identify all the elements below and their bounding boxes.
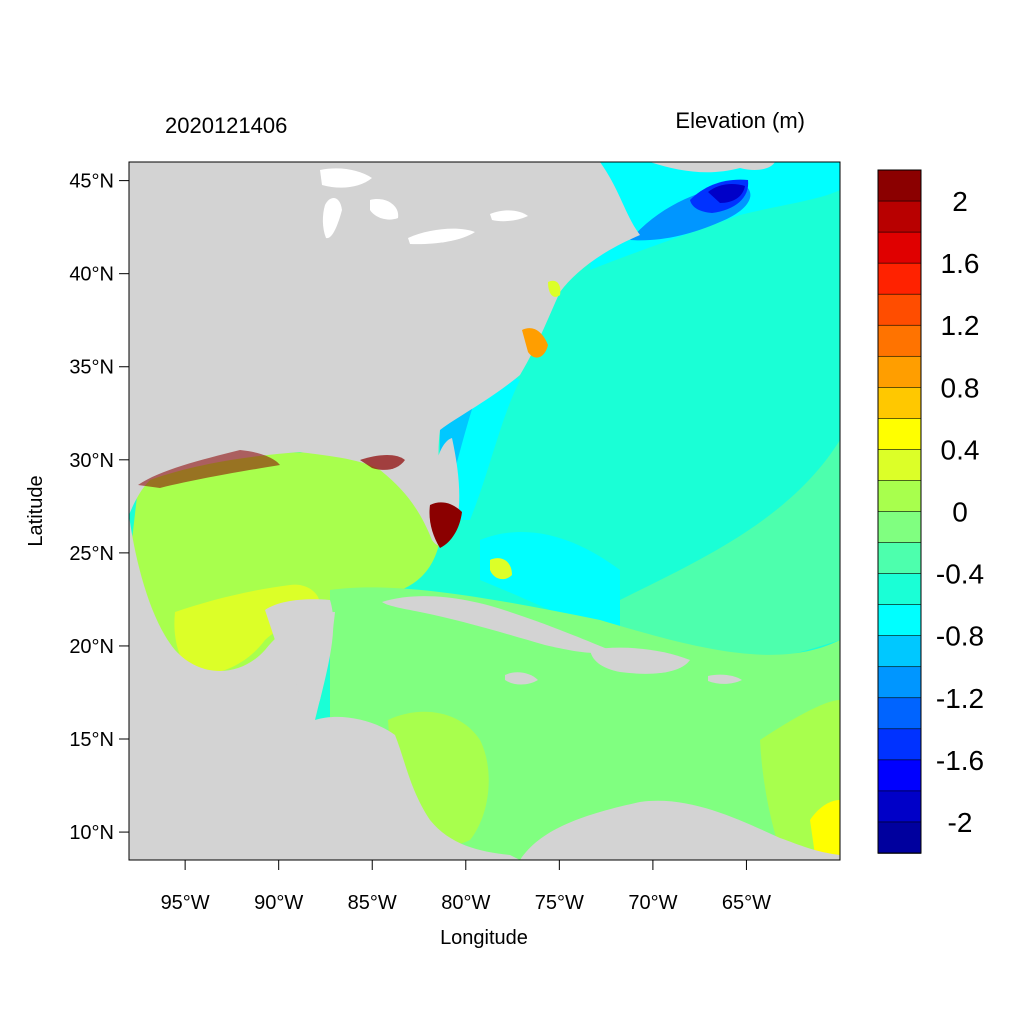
colorbar-swatch	[877, 262, 922, 295]
x-tick-label: 95°W	[161, 892, 210, 914]
y-tick-label: 15°N	[69, 729, 114, 751]
timestamp-title: 2020121406	[165, 113, 287, 138]
big-bend-surge	[360, 455, 405, 470]
colorbar-label: -0.8	[936, 621, 984, 652]
orinoco-band	[810, 800, 840, 860]
y-tick-label: 45°N	[69, 171, 114, 193]
x-axis-label: Longitude	[440, 927, 528, 949]
south-america-land	[520, 800, 840, 860]
colorbar-swatch	[877, 604, 922, 637]
colorbar-label: 1.2	[941, 310, 980, 341]
colorbar-label: 2	[952, 186, 968, 217]
chesapeake-bay	[548, 280, 561, 297]
colorbar-swatch	[877, 418, 922, 451]
lake-huron	[370, 199, 399, 220]
colorbar-label: 1.6	[941, 248, 980, 279]
gulf-of-maine-inner	[708, 184, 745, 203]
maritime-canada	[650, 162, 775, 173]
colorbar-swatch	[877, 480, 922, 513]
colorbar-swatch	[877, 790, 922, 823]
colorbar-frame	[877, 169, 922, 854]
colorbar-swatch	[877, 387, 922, 420]
x-axis-ticks: 95°W 90°W 85°W 80°W 75°W 70°W 65°W	[161, 860, 771, 914]
colorbar-label: -1.2	[936, 683, 984, 714]
colorbar-label: -2	[948, 807, 973, 838]
colorbar-swatch	[877, 542, 922, 575]
colorbar-swatch	[877, 324, 922, 358]
jamaica	[505, 672, 538, 685]
colorbar-swatch	[877, 231, 922, 264]
colorbar-swatch	[877, 573, 922, 606]
south-florida-surge	[429, 502, 462, 548]
colorbar-label: 0.4	[941, 434, 980, 465]
atlantic-south-band	[620, 440, 840, 669]
y-tick-label: 40°N	[69, 264, 114, 286]
puerto-rico	[708, 674, 742, 684]
x-tick-label: 65°W	[722, 892, 771, 914]
y-tick-label: 10°N	[69, 822, 114, 844]
map-area	[129, 162, 840, 860]
x-tick-label: 70°W	[628, 892, 677, 914]
bahamas-bank	[490, 558, 512, 580]
colorbar-swatch	[877, 759, 922, 792]
x-tick-label: 75°W	[535, 892, 584, 914]
colorbar-label: 0.8	[941, 372, 980, 403]
hispaniola	[590, 647, 690, 674]
colorbar-swatch	[877, 728, 922, 761]
y-tick-label: 30°N	[69, 450, 114, 472]
x-tick-label: 90°W	[254, 892, 303, 914]
colorbar-swatch	[877, 635, 922, 668]
colorbar-label: -0.4	[936, 559, 984, 590]
lake-erie	[408, 228, 475, 245]
gulf-coast-surge	[138, 450, 280, 488]
yucatan-peninsula	[265, 599, 334, 722]
bahamas-band	[480, 531, 620, 640]
colorbar-swatch	[877, 821, 922, 854]
colorbar-label: 0	[952, 497, 968, 528]
x-tick-label: 80°W	[441, 892, 490, 914]
colorbar-swatch	[877, 355, 922, 389]
y-axis-label: Latitude	[25, 475, 47, 546]
colorbar-swatch	[877, 293, 922, 327]
map-frame	[128, 161, 841, 861]
colorbar-swatch	[877, 169, 922, 202]
y-tick-label: 35°N	[69, 357, 114, 379]
lake-michigan	[322, 198, 342, 239]
lake-ontario	[490, 210, 528, 222]
y-tick-label: 20°N	[69, 636, 114, 658]
mexico-central-america-land	[129, 515, 520, 860]
colorbar-swatch	[877, 200, 922, 233]
cuba	[382, 596, 610, 653]
colorbar-labels: 2 1.6 1.2 0.8 0.4 0 -0.4 -0.8 -1.2 -1.6 -2	[936, 186, 984, 838]
lake-superior	[320, 168, 372, 188]
colorbar-swatch	[877, 511, 922, 544]
x-tick-label: 85°W	[348, 892, 397, 914]
colorbar-swatch	[877, 666, 922, 699]
y-tick-label: 25°N	[69, 543, 114, 565]
colorbar-label: -1.6	[936, 745, 984, 776]
colorbar	[877, 169, 922, 854]
colorbar-swatch	[877, 449, 922, 482]
colorbar-swatch	[877, 697, 922, 730]
y-axis-ticks: 45°N 40°N 35°N 30°N 25°N 20°N 15°N 10°N	[69, 171, 129, 844]
pamlico-sound	[522, 328, 548, 358]
elevation-title: Elevation (m)	[675, 108, 805, 133]
north-america-land	[129, 162, 640, 546]
